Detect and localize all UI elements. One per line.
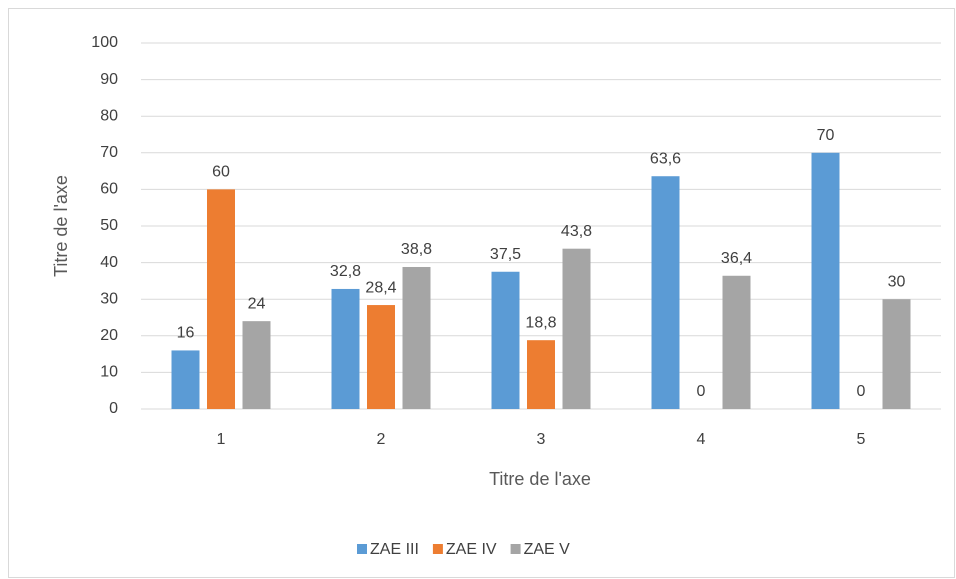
x-axis-title: Titre de l'axe bbox=[489, 469, 591, 489]
legend-swatch bbox=[357, 544, 367, 554]
y-tick-label: 10 bbox=[100, 364, 118, 381]
bar bbox=[207, 189, 235, 409]
bar bbox=[331, 288, 360, 409]
data-label: 32,8 bbox=[330, 263, 361, 280]
y-tick-label: 0 bbox=[109, 400, 118, 417]
data-label: 18,8 bbox=[525, 314, 556, 331]
legend-label: ZAE III bbox=[370, 541, 419, 558]
data-label: 16 bbox=[177, 325, 195, 342]
x-tick-label: 3 bbox=[537, 431, 546, 448]
data-label: 43,8 bbox=[561, 223, 592, 240]
y-tick-label: 30 bbox=[100, 290, 118, 307]
data-label: 28,4 bbox=[365, 279, 396, 296]
x-tick-label: 1 bbox=[217, 431, 226, 448]
data-label: 60 bbox=[212, 164, 230, 181]
y-tick-label: 100 bbox=[91, 34, 118, 51]
data-label: 70 bbox=[817, 127, 835, 144]
data-label: 24 bbox=[248, 295, 266, 312]
data-label: 30 bbox=[888, 273, 906, 290]
bar bbox=[491, 271, 520, 409]
x-tick-label: 2 bbox=[377, 431, 386, 448]
data-label: 36,4 bbox=[721, 250, 752, 267]
chart-border bbox=[8, 8, 955, 578]
x-tick-label: 5 bbox=[857, 431, 866, 448]
data-label: 0 bbox=[697, 383, 706, 400]
bar bbox=[882, 299, 911, 409]
data-label: 38,8 bbox=[401, 241, 432, 258]
bar bbox=[811, 152, 840, 410]
bar bbox=[562, 248, 591, 409]
bar bbox=[722, 275, 751, 409]
y-tick-label: 90 bbox=[100, 71, 118, 88]
y-tick-label: 40 bbox=[100, 254, 118, 271]
legend-swatch bbox=[432, 544, 443, 554]
bar bbox=[402, 266, 431, 409]
data-label: 37,5 bbox=[490, 246, 521, 263]
bar bbox=[367, 305, 395, 409]
y-tick-label: 70 bbox=[100, 144, 118, 161]
x-tick-label: 4 bbox=[697, 431, 706, 448]
bar bbox=[171, 350, 200, 409]
y-axis-title: Titre de l'axe bbox=[51, 175, 71, 277]
y-tick-label: 50 bbox=[100, 217, 118, 234]
legend-swatch bbox=[510, 544, 521, 554]
data-label: 63,6 bbox=[650, 150, 681, 167]
y-tick-label: 60 bbox=[100, 181, 118, 198]
bar bbox=[651, 176, 680, 409]
legend-label: ZAE V bbox=[524, 541, 571, 558]
bar bbox=[527, 340, 555, 409]
legend-label: ZAE IV bbox=[446, 541, 497, 558]
y-tick-label: 20 bbox=[100, 327, 118, 344]
bar bbox=[242, 321, 271, 409]
data-label: 0 bbox=[857, 383, 866, 400]
y-tick-label: 80 bbox=[100, 107, 118, 124]
